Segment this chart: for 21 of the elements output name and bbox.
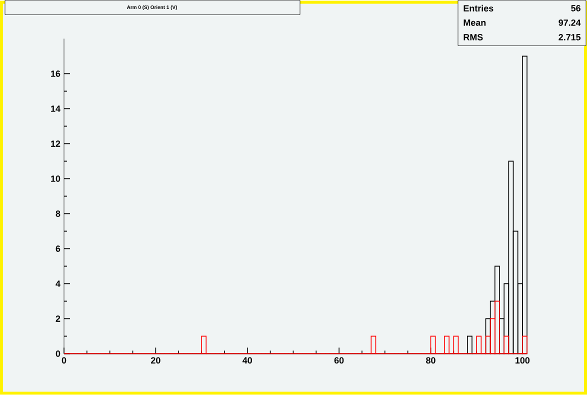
- text: 56: [571, 5, 580, 12]
- y-tick-label: 8: [56, 210, 60, 218]
- text: Entries: [464, 5, 494, 12]
- y-tick-label: 2: [56, 316, 60, 322]
- y-tick-label: 10: [51, 176, 60, 182]
- y-tick-label: 4: [56, 280, 60, 287]
- text: 2.715: [558, 34, 581, 41]
- x-tick-label: 60: [334, 357, 344, 364]
- annotation: RMS: [464, 34, 483, 41]
- text: 97.24: [558, 20, 581, 26]
- x-tick-label: 20: [151, 357, 160, 364]
- text: Mean: [464, 20, 486, 26]
- x-tick-label: 0: [62, 357, 66, 364]
- y-tick-label: 16: [51, 70, 60, 78]
- y-tick-label: 14: [51, 106, 60, 112]
- y-tick-label: 12: [51, 140, 60, 147]
- y-tick-label: 0: [56, 350, 60, 358]
- y-tick-label: 6: [56, 246, 60, 252]
- x-tick-label: 100: [516, 357, 530, 364]
- x-tick-label: 40: [242, 357, 252, 364]
- x-tick-label: 80: [426, 357, 436, 364]
